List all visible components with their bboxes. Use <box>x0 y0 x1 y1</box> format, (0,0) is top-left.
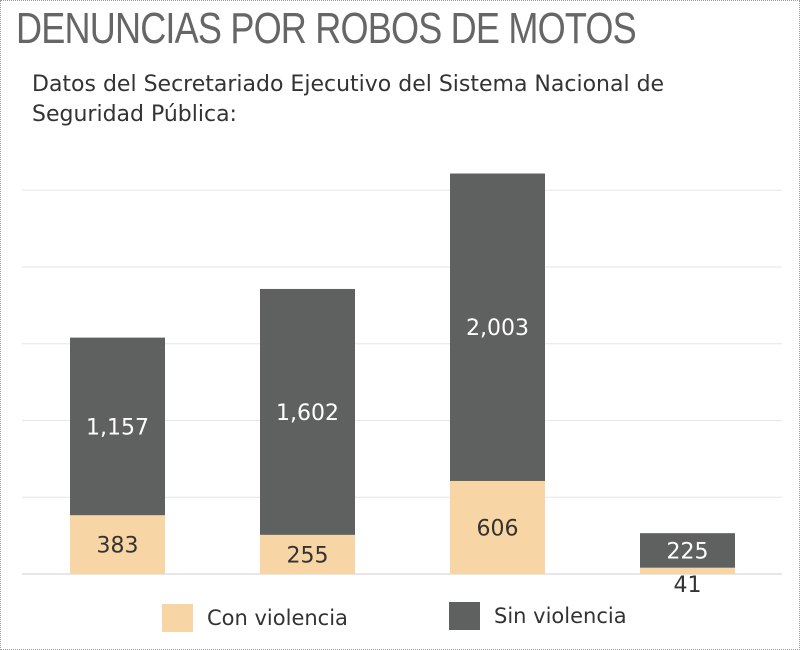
chart-title: DENUNCIAS POR ROBOS DE MOTOS <box>16 4 637 53</box>
bar-sin-violencia <box>70 337 165 516</box>
bar-sin-violencia <box>450 173 545 481</box>
data-label-sin-violencia: 1,157 <box>86 415 149 440</box>
data-label-sin-violencia: 2,003 <box>466 316 529 341</box>
data-label-con-violencia: 255 <box>287 543 329 568</box>
bar-con-violencia <box>450 480 545 574</box>
data-label-con-violencia: 606 <box>477 516 519 541</box>
data-label-sin-violencia: 1,602 <box>276 401 339 426</box>
data-label-con-violencia: 41 <box>674 573 702 598</box>
legend-item-sin-violencia: Sin violencia <box>449 602 627 630</box>
bar-con-violencia <box>70 515 165 574</box>
bar-con-violencia <box>260 534 355 574</box>
chart-subtitle: Datos del Secretariado Ejecutivo del Sis… <box>32 72 665 127</box>
legend-swatch-con-violencia <box>162 604 193 632</box>
bar-con-violencia <box>640 567 735 574</box>
legend-item-con-violencia: Con violencia <box>162 604 348 632</box>
legend-label-sin-violencia: Sin violencia <box>494 604 627 628</box>
bar-sin-violencia <box>260 288 355 535</box>
data-label-con-violencia: 383 <box>97 534 139 559</box>
legend-swatch-sin-violencia <box>449 602 480 630</box>
bar-sin-violencia <box>640 533 735 568</box>
legend-label-con-violencia: Con violencia <box>207 606 348 630</box>
data-label-sin-violencia: 225 <box>667 539 709 564</box>
